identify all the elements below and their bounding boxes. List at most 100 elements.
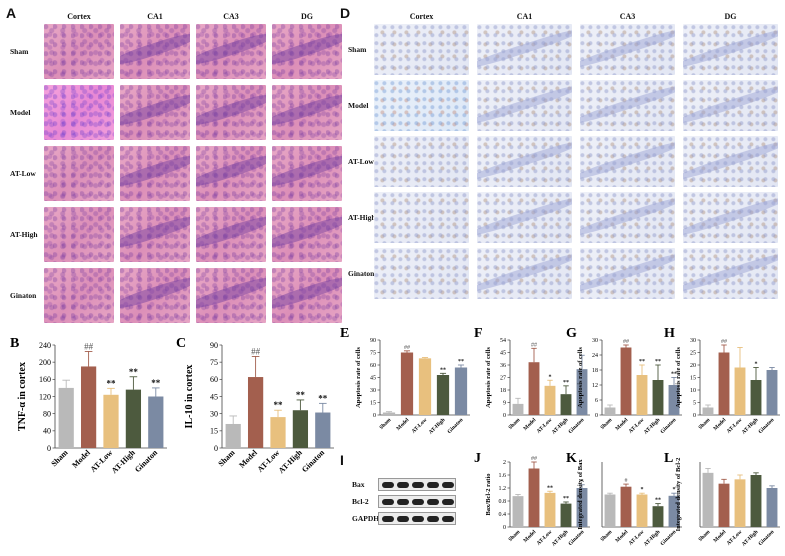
y-tick-label: 60 xyxy=(370,363,376,369)
bar-at-low xyxy=(270,417,286,448)
column-label-d-3: DG xyxy=(724,12,737,21)
y-tick-label: 0 xyxy=(595,413,598,419)
x-tick-label: AT-High xyxy=(643,417,662,436)
micrograph-tile xyxy=(580,80,675,131)
micrograph-tile xyxy=(272,146,342,201)
y-tick-label: 1.2 xyxy=(499,486,507,492)
blot-band xyxy=(412,499,424,505)
bar-model xyxy=(528,468,540,527)
micrograph-tile xyxy=(374,80,469,131)
blot-band xyxy=(442,516,454,522)
x-tick-label: AT-High xyxy=(551,417,570,436)
blot-band xyxy=(427,482,439,488)
y-tick-label: 15 xyxy=(690,376,696,382)
bar-sham xyxy=(382,412,396,415)
micrograph-tile xyxy=(477,24,572,75)
y-axis-label: Integrated density of Bcl-2 xyxy=(675,458,682,532)
significance-mark: * xyxy=(641,487,644,493)
bar-at-high xyxy=(292,410,309,448)
y-axis-label: Integrated density of Bax xyxy=(577,459,584,530)
significance-mark: * xyxy=(581,479,584,485)
x-tick-label: Ginaton xyxy=(568,529,586,547)
micrograph-tile xyxy=(580,136,675,187)
blot-band xyxy=(412,482,424,488)
bar-sham xyxy=(604,494,616,527)
significance-mark: ** xyxy=(318,393,328,403)
y-tick-label: 0 xyxy=(503,525,506,531)
bar-ginaton xyxy=(576,369,588,415)
x-tick-label: Sham xyxy=(508,417,522,431)
bar-sham xyxy=(702,472,714,527)
panel-label-f: F xyxy=(474,326,483,341)
significance-mark: ## xyxy=(251,346,261,356)
y-axis-label: Apoptosis rate of cells xyxy=(675,347,682,408)
bar-model xyxy=(620,347,632,415)
y-tick-label: 0.8 xyxy=(499,499,507,505)
bar-sham xyxy=(604,407,616,415)
x-tick-label: AT-Low xyxy=(256,448,282,474)
micrograph-tile xyxy=(683,248,778,299)
bar-model xyxy=(528,362,540,415)
column-label-d-1: CA1 xyxy=(516,12,533,21)
y-tick-label: 30 xyxy=(690,338,696,344)
y-axis-label: IL-10 in cortex xyxy=(184,365,195,429)
column-label-d-0: Cortex xyxy=(409,12,434,21)
micrograph-tile xyxy=(477,80,572,131)
micrograph-tile xyxy=(580,248,675,299)
x-tick-label: AT-Low xyxy=(536,529,554,547)
significance-mark: ## xyxy=(531,456,537,462)
micrograph-tile xyxy=(120,85,190,140)
x-tick-label: AT-High xyxy=(741,529,760,548)
row-label-d-0: Sham xyxy=(348,44,367,54)
x-tick-label: AT-High xyxy=(643,529,662,548)
blot-band xyxy=(382,516,394,522)
micrograph-tile xyxy=(196,146,266,201)
row-label-a-2: AT-Low xyxy=(10,168,36,178)
y-tick-label: 2 xyxy=(503,460,506,466)
bar-model xyxy=(718,483,730,527)
y-tick-label: 18 xyxy=(500,388,506,394)
panel-label-a: A xyxy=(6,5,17,21)
bar-model xyxy=(400,352,414,415)
micrograph-tile xyxy=(272,268,342,323)
panel-label-h: H xyxy=(664,326,675,341)
y-tick-label: 54 xyxy=(500,338,506,344)
panel-label-c: C xyxy=(176,336,186,351)
x-tick-label: AT-High xyxy=(551,529,570,548)
bar-at-high xyxy=(560,503,572,527)
y-tick-label: 27 xyxy=(500,376,506,382)
y-tick-label: 45 xyxy=(370,376,376,382)
significance-mark: ** xyxy=(639,359,645,365)
bar-at-low xyxy=(544,385,556,415)
x-tick-label: Sham xyxy=(698,417,712,431)
significance-mark: ** xyxy=(671,372,677,378)
significance-mark: ** xyxy=(547,485,553,491)
micrograph-tile xyxy=(272,24,342,79)
bar-ginaton xyxy=(576,488,588,527)
micrograph-tile xyxy=(374,192,469,243)
y-tick-label: 20 xyxy=(690,363,696,369)
y-tick-label: 60 xyxy=(210,375,218,384)
blot-band xyxy=(427,499,439,505)
y-axis-label: Apoptosis rate of cells xyxy=(485,347,492,408)
blot-band-strip xyxy=(378,478,456,491)
column-label-a-0: Cortex xyxy=(67,12,91,21)
significance-mark: ## xyxy=(721,339,727,345)
significance-mark: ** xyxy=(274,400,284,410)
y-tick-label: 160 xyxy=(39,375,51,384)
x-tick-label: Model xyxy=(237,448,259,470)
bar-ginaton xyxy=(766,370,778,415)
blot-band xyxy=(397,516,409,522)
bar-ginaton xyxy=(766,488,778,527)
y-axis-label: Apoptosis rate of cells xyxy=(577,347,584,408)
bar-at-high xyxy=(750,475,762,527)
significance-mark: * xyxy=(755,362,758,368)
micrograph-tile xyxy=(477,248,572,299)
significance-mark: ## xyxy=(84,341,94,351)
bar-ginaton xyxy=(148,396,164,448)
bar-at-low xyxy=(544,492,556,527)
micrograph-tile xyxy=(374,248,469,299)
significance-mark: ## xyxy=(623,339,629,345)
micrograph-tile xyxy=(196,268,266,323)
micrograph-tile xyxy=(196,24,266,79)
